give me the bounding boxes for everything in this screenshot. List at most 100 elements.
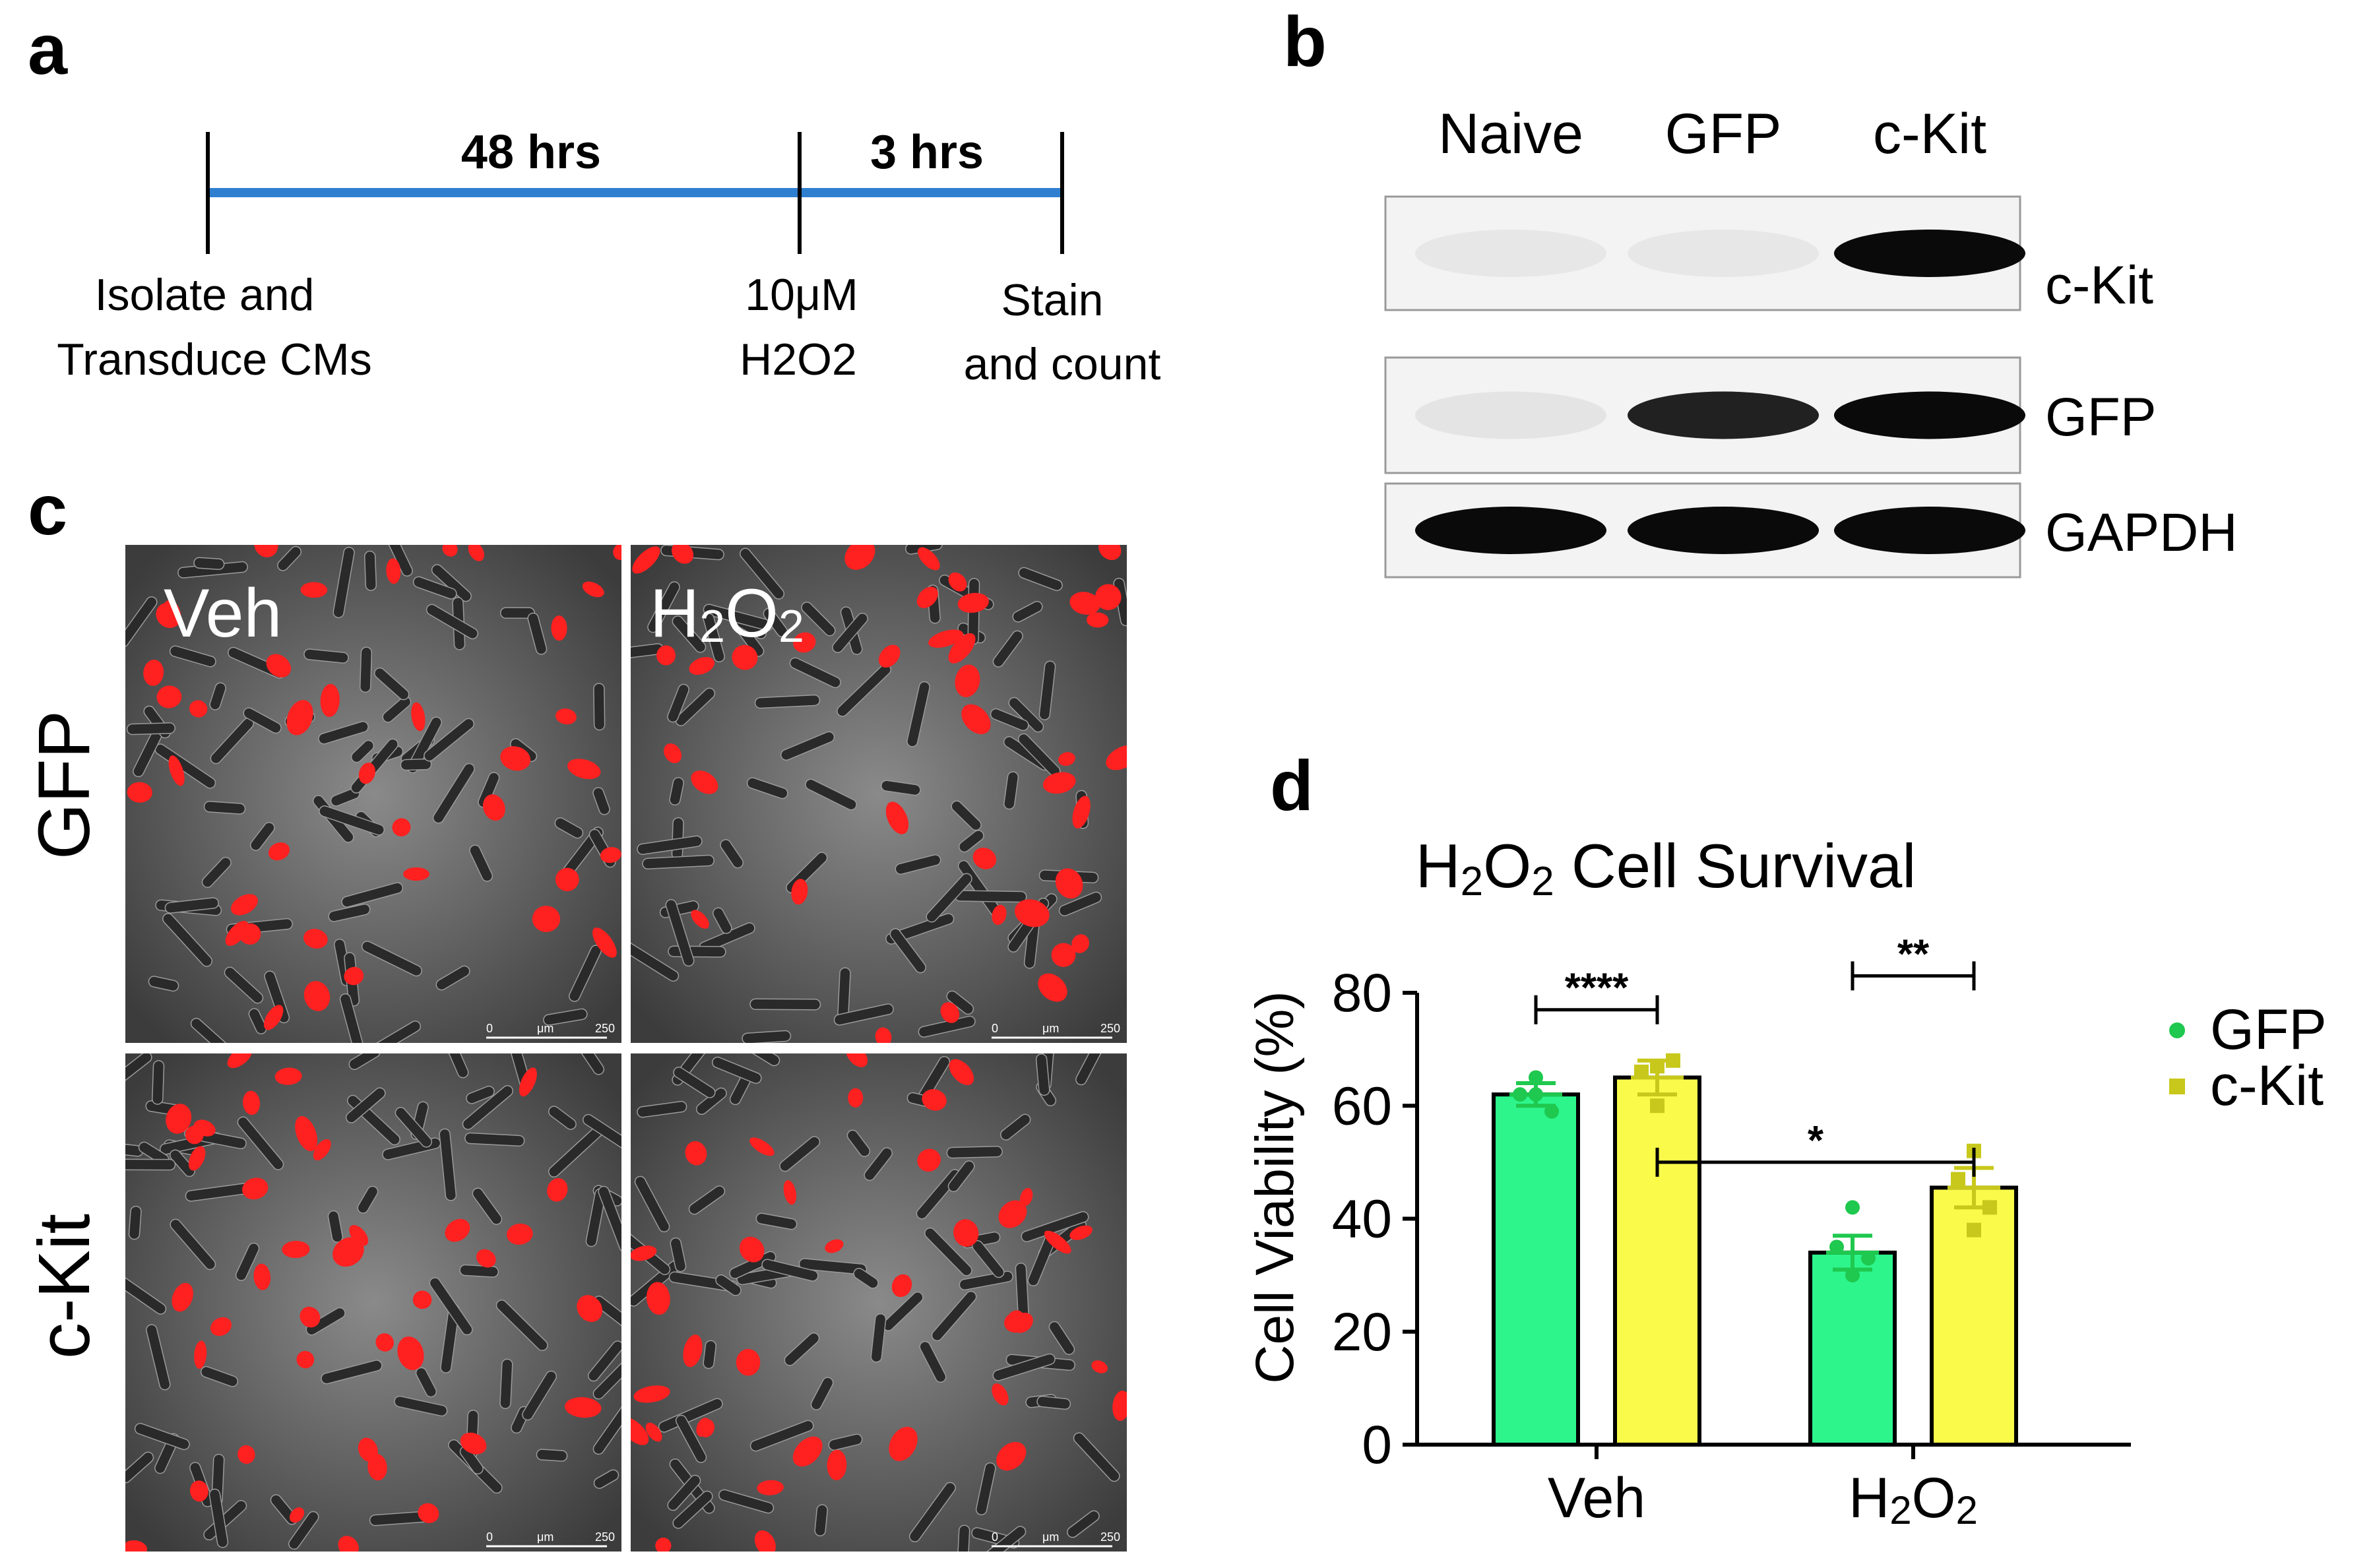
red-stained-cell — [878, 644, 901, 668]
cardiomyocyte — [319, 805, 385, 836]
panel-letter-c: c — [28, 470, 67, 549]
red-stained-cell — [992, 1383, 1009, 1406]
red-stained-cell — [1072, 796, 1091, 829]
cardiomyocyte — [810, 1377, 834, 1410]
significance-label: **** — [1565, 966, 1629, 1011]
cardiomyocyte — [881, 780, 921, 796]
red-stained-cell — [754, 1530, 776, 1552]
step-treatment-line1: 10μM — [745, 270, 858, 320]
cardiomyocyte — [658, 1398, 723, 1433]
red-stained-cell — [125, 1540, 148, 1552]
scale-bar-label: μm — [1042, 1022, 1059, 1035]
red-stained-cell — [143, 659, 164, 686]
panel-letter-a: a — [28, 9, 68, 89]
panel-b: b Naive GFP c-Kit c-Kit GFP GAPDH — [1283, 1, 2238, 579]
timeline-segment-48h: 48 hrs — [461, 126, 601, 179]
cardiomyocyte — [593, 1469, 619, 1489]
cardiomyocyte — [667, 683, 689, 723]
red-stained-cell — [225, 921, 249, 946]
data-point-ckit — [1634, 1064, 1649, 1079]
lane-label-ckit: c-Kit — [1873, 102, 1986, 166]
cardiomyocyte — [536, 1449, 568, 1462]
cardiomyocyte — [373, 667, 410, 701]
cardiomyocyte — [426, 604, 479, 640]
cardiomyocyte — [190, 1017, 230, 1043]
red-stained-cell — [243, 1090, 261, 1115]
red-stained-cell — [645, 1422, 662, 1442]
cardiomyocyte — [201, 857, 232, 888]
red-stained-cell — [1015, 899, 1050, 927]
cardiomyocyte — [200, 1365, 239, 1387]
red-stained-cell — [254, 545, 278, 557]
red-stained-cell — [917, 547, 940, 571]
cardiomyocyte — [670, 1237, 687, 1272]
cardiomyocyte — [170, 1218, 216, 1270]
data-point-ckit — [1650, 1098, 1664, 1113]
red-stained-cell — [156, 685, 182, 708]
red-stained-cell — [948, 633, 976, 664]
red-stained-cell — [600, 847, 621, 863]
cardiomyocyte — [711, 1056, 762, 1084]
red-stained-cell — [418, 1503, 439, 1523]
red-stained-cell — [928, 629, 964, 648]
cardiomyocyte — [573, 1053, 605, 1075]
legend-marker-gfp — [2169, 1022, 2185, 1038]
panel-a: a 48 hrs 3 hrs Isolate and Transduce CMs… — [28, 9, 1160, 389]
red-stained-cell — [263, 1005, 284, 1030]
cardiomyocyte — [339, 993, 366, 1043]
red-stained-cell — [792, 1436, 823, 1467]
data-point-gfp — [1845, 1200, 1860, 1215]
cardiomyocyte — [1000, 1113, 1031, 1141]
red-stained-cell — [551, 615, 567, 641]
red-stained-cell — [992, 904, 1007, 925]
cardiomyocyte — [432, 763, 475, 824]
red-stained-cell — [848, 1088, 864, 1108]
y-tick-label: 20 — [1332, 1302, 1392, 1362]
cardiomyocyte — [853, 1268, 879, 1289]
row-label-ckit: c-Kit — [24, 1214, 105, 1359]
cardiomyocyte — [947, 1160, 975, 1193]
red-stained-cell — [397, 1336, 424, 1371]
red-stained-cell — [1086, 612, 1109, 628]
significance-label: ** — [1897, 931, 1930, 977]
cardiomyocyte — [1021, 1211, 1089, 1243]
red-stained-cell — [189, 700, 208, 718]
cardiomyocyte — [495, 1300, 548, 1352]
cardiomyocyte — [208, 1488, 229, 1548]
cardiomyocyte — [846, 1129, 871, 1157]
chart-title: H2O2 Cell Survival — [1416, 831, 1916, 904]
red-stained-cell — [955, 664, 980, 697]
red-stained-cell — [1004, 1312, 1027, 1333]
cardiomyocyte — [713, 907, 732, 934]
cardiomyocyte — [1003, 771, 1019, 810]
red-stained-cell — [633, 1385, 670, 1403]
red-stained-cell — [940, 1002, 960, 1023]
cardiomyocyte — [1038, 660, 1056, 720]
scale-bar-label: 0 — [992, 1022, 998, 1035]
cardiomyocyte — [305, 1307, 346, 1336]
red-stained-cell — [891, 1274, 912, 1298]
blot-band — [1834, 507, 2025, 554]
step-isolate-line1: Isolate and — [95, 270, 315, 320]
step-treatment-line2: H2O2 — [740, 334, 857, 385]
cardiomyocyte — [527, 612, 548, 655]
cardiomyocyte — [805, 778, 857, 811]
cardiomyocyte — [675, 1414, 707, 1463]
cardiomyocyte — [1073, 1432, 1120, 1482]
panel-letter-d: d — [1270, 745, 1314, 825]
cardiomyocyte — [395, 1107, 433, 1148]
lane-label-gfp: GFP — [1665, 102, 1782, 166]
cardiomyocyte — [441, 1053, 469, 1079]
red-stained-cell — [739, 1236, 765, 1263]
red-stained-cell — [749, 1137, 775, 1156]
bar-gfp — [1492, 1092, 1580, 1447]
lane-label-naive: Naive — [1438, 102, 1583, 166]
red-stained-cell — [442, 545, 458, 557]
cardiomyocyte — [908, 1482, 956, 1542]
column-label-veh: Veh — [164, 575, 282, 652]
cardiomyocyte — [415, 1367, 437, 1398]
cardiomyocyte — [746, 777, 788, 800]
cardiomyocyte — [243, 707, 282, 734]
